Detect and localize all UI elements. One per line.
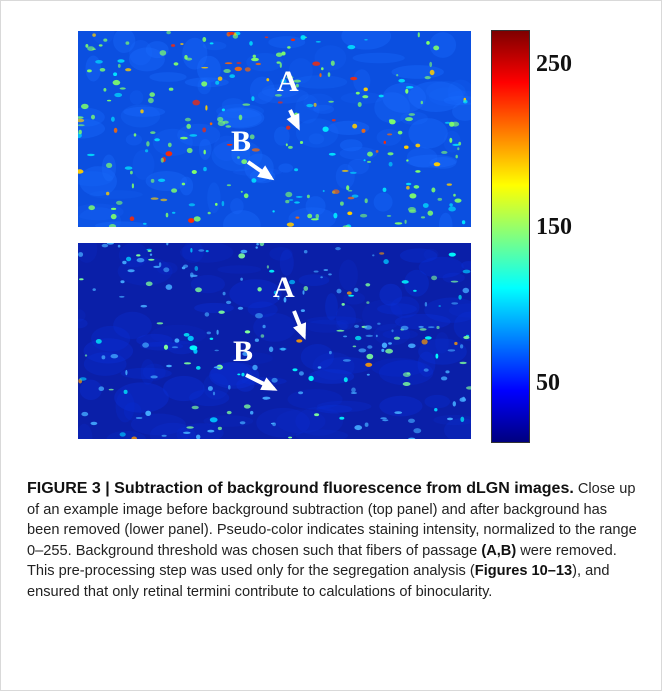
figure-caption: FIGURE 3 | Subtraction of background flu…: [27, 479, 639, 602]
colorbar: [491, 30, 530, 443]
label-B-top: B: [231, 125, 252, 158]
caption-text-2: were removed. This pre-processing step w…: [27, 542, 617, 580]
caption-text-1: Close up of an example image before back…: [27, 481, 637, 559]
caption-ref-figures: Figures 10–13: [474, 563, 573, 579]
label-B-bottom: B: [233, 335, 254, 368]
caption-text-3: ), and ensured that only retinal termini…: [27, 563, 610, 600]
micrograph-top-panel: [78, 31, 471, 227]
caption-ref-AB: (A,B): [481, 542, 517, 559]
colorbar-tick-50: 50: [536, 370, 560, 396]
label-A-top: A: [277, 65, 299, 98]
micrograph-bottom-panel: [78, 243, 471, 439]
micrograph-bottom-image: [78, 243, 471, 439]
micrograph-top-image: [78, 31, 471, 227]
colorbar-tick-250: 250: [536, 51, 572, 77]
caption-title: FIGURE 3 | Subtraction of background flu…: [27, 480, 574, 497]
colorbar-tick-150: 150: [536, 214, 572, 240]
label-A-bottom: A: [273, 271, 295, 304]
